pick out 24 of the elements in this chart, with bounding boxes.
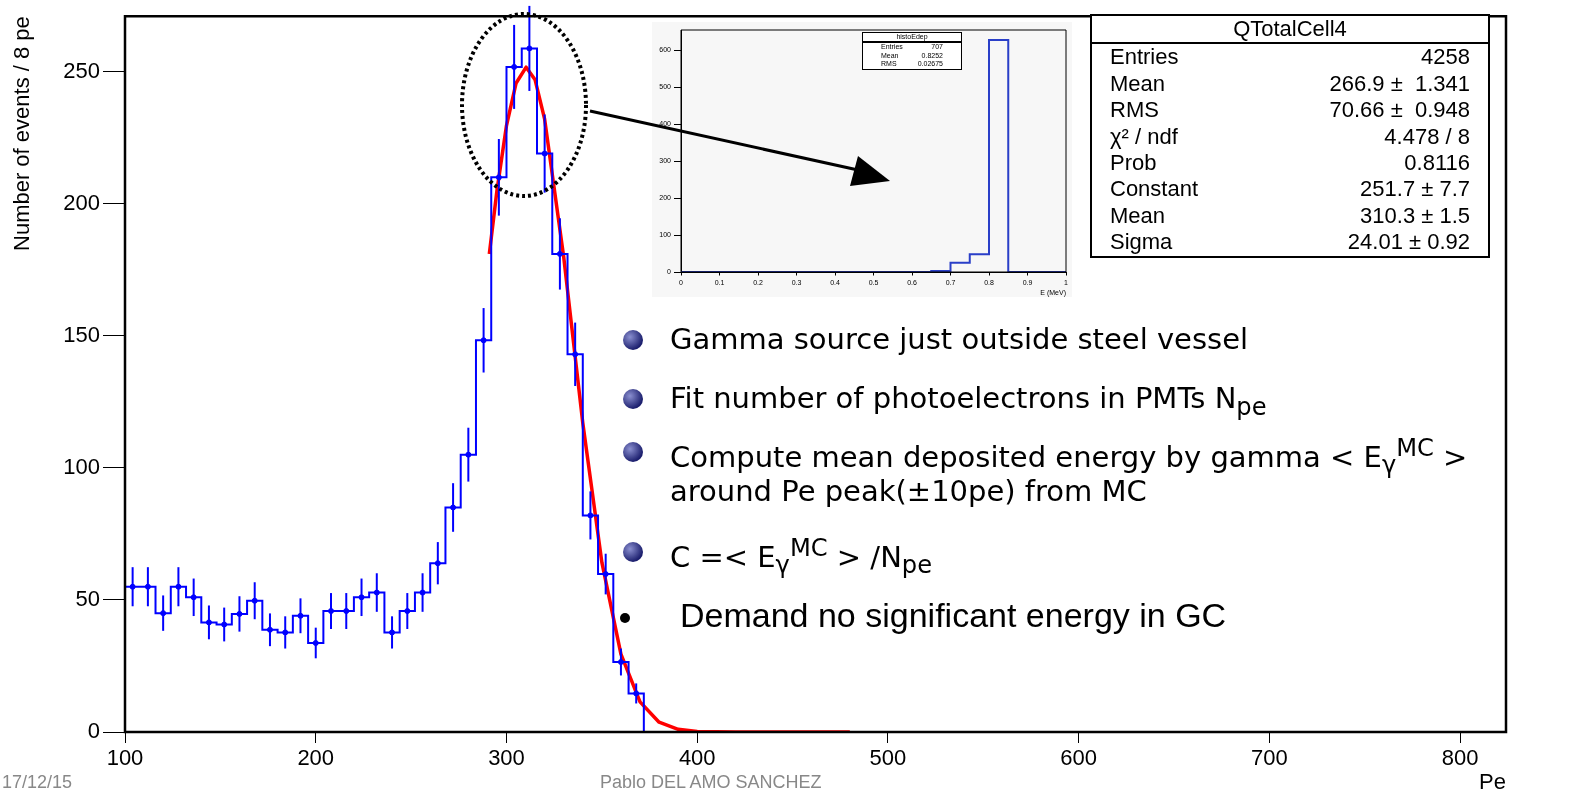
y-axis-title: Number of events / 8 pe [9,16,35,251]
annotation: Gamma source just outside steel vessel [670,322,1249,356]
x-tick-label: 800 [1441,745,1479,771]
x-tick-label: 300 [488,745,525,771]
y-tick-label: 100 [63,453,100,479]
y-tick-label: 50 [75,586,100,611]
annotation: QTotalCell4 [1092,16,1488,45]
x-tick-label: 500 [869,745,907,771]
y-tick-label: 250 [63,57,100,83]
y-tick-label: 0 [87,718,100,744]
y-tick-label: 200 [63,189,100,215]
stats-box: QTotalCell4 Entries 4258 Mean 266.9 ± 1.341 RMS 70.66 ± 0.948 χ² / ndf 4.478 / 8 Prob 0.8116 Constant 251.7 ± 7.7 Mean 310.3 ± 1.5 Sigma 24.01 ± 0.92 [1090,14,1490,258]
annotation: Fit number of photoelectrons in PMTs N$_{pe}$ [670,381,1267,421]
x-tick-label: 100 [106,745,144,771]
x-tick-label: 600 [1060,745,1098,771]
x-tick-label: 200 [297,745,335,771]
y-tick-label: 150 [63,321,100,347]
text: Pablo DEL AMO SANCHEZ [600,772,822,793]
x-axis-title: Pe [1479,768,1506,794]
annotation: Demand no significant energy in GC [680,596,1227,634]
text: 17/12/15 [2,772,73,793]
x-tick-label: 400 [678,745,716,771]
annotation: C =< E$_{γ}$$^{MC}$ > /N$_{pe}$ [670,534,933,580]
x-tick-label: 700 [1251,745,1288,771]
